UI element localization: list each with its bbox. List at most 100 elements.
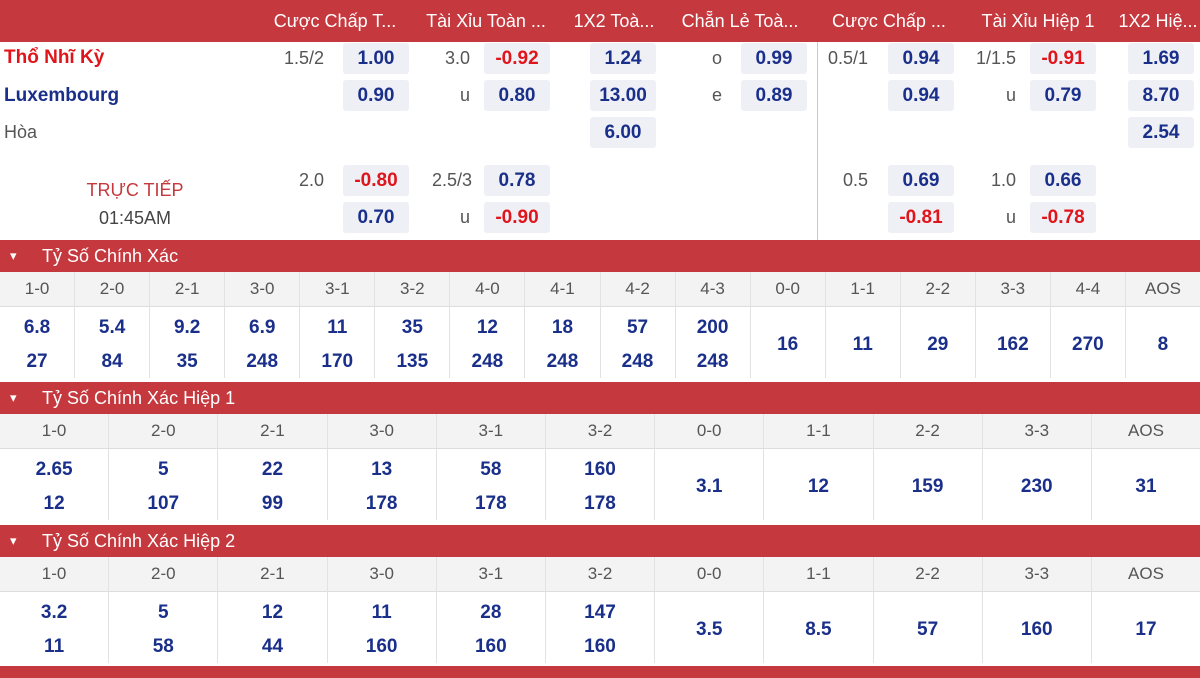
score-odds[interactable]: 29 — [927, 334, 949, 355]
col-handicap-h1[interactable]: Cược Chấp ... — [832, 11, 946, 31]
score-odds[interactable]: 27 — [26, 351, 48, 372]
score-odds[interactable]: 13 — [371, 459, 393, 480]
score-odds[interactable]: 248 — [546, 351, 579, 372]
odds-cell[interactable]: -0.92 — [484, 43, 550, 74]
score-odds[interactable]: 3.1 — [696, 476, 723, 497]
score-column: 0-0 16 — [750, 272, 826, 378]
score-odds[interactable]: 16 — [777, 334, 799, 355]
chevron-down-icon[interactable]: ▾ — [10, 248, 17, 263]
odds-cell[interactable]: 0.66 — [1030, 165, 1096, 196]
odds-cell[interactable]: 0.80 — [484, 80, 550, 111]
col-ou-h1[interactable]: Tài Xỉu Hiệp 1 — [981, 11, 1095, 31]
odds-cell[interactable]: 0.99 — [741, 43, 807, 74]
score-odds[interactable]: 270 — [1072, 334, 1104, 355]
score-odds[interactable]: 5 — [157, 602, 169, 623]
score-odds[interactable]: 28 — [480, 602, 502, 623]
score-odds[interactable]: 58 — [152, 636, 174, 657]
score-odds[interactable]: 11 — [371, 602, 392, 623]
score-odds[interactable]: 11 — [327, 317, 348, 338]
score-odds[interactable]: 160 — [584, 636, 616, 657]
odds-cell[interactable]: 0.90 — [343, 80, 409, 111]
odds-cell[interactable]: 0.89 — [741, 80, 807, 111]
score-odds[interactable]: 12 — [476, 317, 498, 338]
section-header[interactable]: ▾ Tỷ Số Chính Xác Hiệp 1 — [0, 382, 1200, 414]
score-odds[interactable]: 248 — [696, 351, 729, 372]
score-odds[interactable]: 12 — [807, 476, 829, 497]
score-odds[interactable]: 162 — [996, 334, 1029, 355]
score-odds[interactable]: 230 — [1020, 476, 1053, 497]
col-1x2-h1[interactable]: 1X2 Hiệ... — [1118, 11, 1198, 31]
score-odds[interactable]: 248 — [471, 351, 504, 372]
odds-cell[interactable]: 1.00 — [343, 43, 409, 74]
score-odds[interactable]: 135 — [396, 351, 429, 372]
score-odds[interactable]: 178 — [365, 493, 398, 514]
score-odds[interactable]: 8 — [1157, 334, 1169, 355]
col-1x2-full[interactable]: 1X2 Toà... — [573, 11, 655, 31]
score-odds[interactable]: 99 — [261, 493, 284, 514]
score-odds[interactable]: 12 — [261, 602, 284, 623]
chevron-down-icon[interactable]: ▾ — [10, 390, 17, 405]
odds-cell[interactable]: 0.69 — [888, 165, 954, 196]
score-odds[interactable]: 248 — [621, 351, 654, 372]
score-odds[interactable]: 57 — [626, 317, 649, 338]
score-odds[interactable]: 44 — [261, 636, 284, 657]
score-odds[interactable]: 107 — [147, 493, 180, 514]
score-odds[interactable]: 17 — [1135, 619, 1157, 640]
score-odds[interactable]: 6.9 — [249, 317, 276, 338]
score-odds[interactable]: 35 — [176, 351, 198, 372]
col-oddeven-full[interactable]: Chẵn Lẻ Toà... — [681, 11, 799, 31]
score-odds[interactable]: 9.2 — [173, 317, 201, 338]
odds-cell[interactable]: 2.54 — [1128, 117, 1194, 148]
score-odds[interactable]: 35 — [401, 317, 423, 338]
score-odds[interactable]: 11 — [44, 636, 65, 657]
chevron-down-icon[interactable]: ▾ — [10, 533, 17, 548]
odds-cell[interactable]: 6.00 — [590, 117, 656, 148]
odds-cell[interactable]: 8.70 — [1128, 80, 1194, 111]
odds-cell[interactable]: -0.90 — [484, 202, 550, 233]
odds-cell[interactable]: -0.81 — [888, 202, 954, 233]
score-odds[interactable]: 12 — [43, 493, 65, 514]
score-odds[interactable]: 6.8 — [23, 317, 51, 338]
score-odds[interactable]: 160 — [474, 636, 507, 657]
score-odds[interactable]: 170 — [321, 351, 354, 372]
score-odds[interactable]: 18 — [551, 317, 574, 338]
score-odds[interactable]: 84 — [101, 351, 123, 372]
col-ou-full[interactable]: Tài Xỉu Toàn ... — [426, 11, 546, 31]
odds-cell[interactable]: 0.94 — [888, 43, 954, 74]
score-odds[interactable]: 2.65 — [35, 459, 73, 480]
odds-cell[interactable]: 1.69 — [1128, 43, 1194, 74]
odds-cell[interactable]: 0.94 — [888, 80, 954, 111]
score-odds[interactable]: 22 — [261, 459, 284, 480]
score-odds[interactable]: 160 — [1020, 619, 1053, 640]
odds-cell[interactable]: -0.80 — [343, 165, 409, 196]
section-header[interactable]: ▾ Tỷ Số Chính Xác Hiệp 2 — [0, 525, 1200, 557]
score-odds[interactable]: 178 — [474, 493, 507, 514]
score-odds[interactable]: 58 — [480, 459, 502, 480]
score-odds[interactable]: 178 — [584, 493, 616, 514]
score-odds[interactable]: 5.4 — [98, 317, 126, 338]
score-odds[interactable]: 8.5 — [805, 619, 832, 640]
score-odds[interactable]: 3.2 — [40, 602, 68, 623]
odds-cell[interactable]: 13.00 — [590, 80, 656, 111]
section-header[interactable]: ▾ Tỷ Số Chính Xác — [0, 240, 1200, 272]
odds-cell[interactable]: -0.78 — [1030, 202, 1096, 233]
score-odds[interactable]: 200 — [696, 317, 729, 338]
col-handicap-full[interactable]: Cược Chấp T... — [273, 11, 397, 31]
score-odds[interactable]: 31 — [1135, 476, 1157, 497]
score-odds[interactable]: 147 — [584, 602, 616, 623]
score-odds[interactable]: 160 — [584, 459, 616, 480]
score-odds[interactable]: 3.5 — [696, 619, 723, 640]
odds-cell[interactable]: 1.24 — [590, 43, 656, 74]
score-odds[interactable]: 248 — [246, 351, 279, 372]
odds-cell[interactable]: 0.79 — [1030, 80, 1096, 111]
score-odds[interactable]: 5 — [157, 459, 169, 480]
score-odds[interactable]: 57 — [917, 619, 939, 640]
score-grid: 1-0 3.2 11 2-0 5 58 2-1 12 44 3-0 11 160 3-1 28 160 3-2… — [0, 557, 1200, 663]
odds-cell[interactable]: 0.78 — [484, 165, 550, 196]
next-section-header[interactable] — [0, 666, 1200, 678]
odds-cell[interactable]: -0.91 — [1030, 43, 1096, 74]
score-odds[interactable]: 160 — [365, 636, 398, 657]
score-odds[interactable]: 159 — [911, 476, 944, 497]
odds-cell[interactable]: 0.70 — [343, 202, 409, 233]
score-odds[interactable]: 11 — [852, 334, 873, 355]
